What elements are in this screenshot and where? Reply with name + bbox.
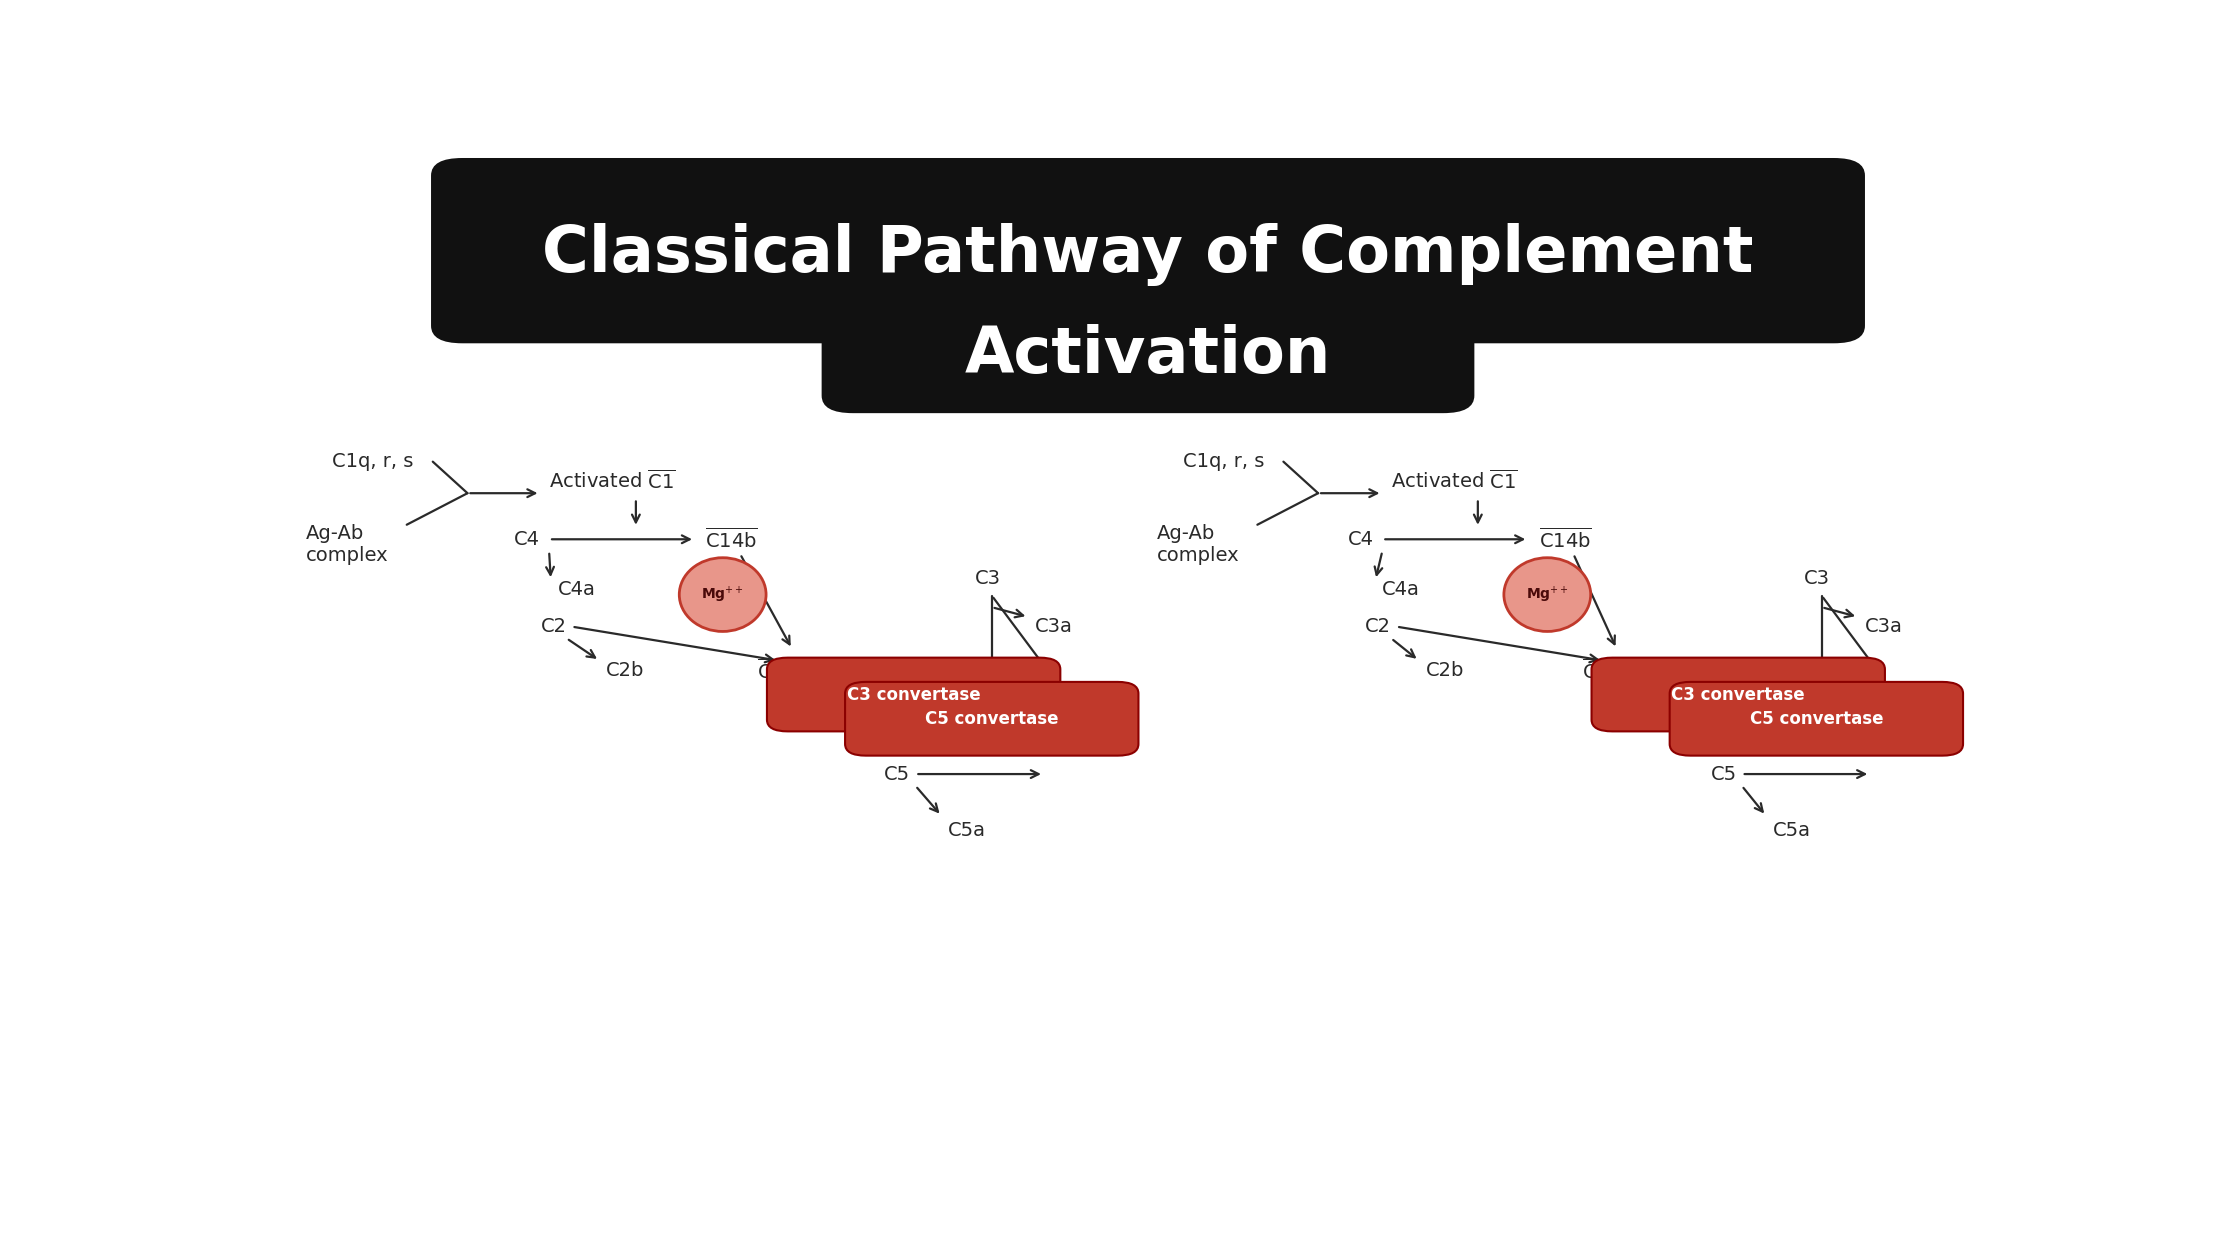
FancyBboxPatch shape (844, 682, 1138, 756)
Text: C4a: C4a (558, 581, 596, 600)
Text: C3: C3 (1803, 568, 1830, 587)
Text: C4: C4 (1348, 529, 1373, 549)
Text: C5: C5 (885, 765, 909, 784)
Text: C4a: C4a (1382, 581, 1420, 600)
Text: $\overline{\rm C14b2a3b}$: $\overline{\rm C14b2a3b}$ (956, 682, 1060, 707)
Text: C4: C4 (515, 529, 540, 549)
Text: C2: C2 (540, 617, 567, 636)
Text: C2b: C2b (1425, 660, 1465, 679)
Ellipse shape (679, 558, 766, 631)
Text: C2b: C2b (607, 660, 645, 679)
Text: C3a: C3a (1866, 617, 1902, 636)
Text: C2: C2 (1364, 617, 1391, 636)
Text: Mg$^{++}$: Mg$^{++}$ (1525, 585, 1568, 605)
FancyBboxPatch shape (430, 158, 1866, 343)
Text: C3 convertase: C3 convertase (847, 685, 981, 703)
Text: C5 convertase: C5 convertase (925, 709, 1060, 728)
Text: Classical Pathway of Complement: Classical Pathway of Complement (542, 223, 1754, 286)
Text: C5: C5 (1711, 765, 1736, 784)
FancyBboxPatch shape (1669, 682, 1962, 756)
Text: Ag-Ab
complex: Ag-Ab complex (1156, 524, 1239, 564)
Text: C5 convertase: C5 convertase (1749, 709, 1884, 728)
Text: C5a: C5a (948, 820, 986, 840)
Text: Activation: Activation (965, 324, 1331, 386)
Text: C5a: C5a (1774, 820, 1810, 840)
Text: C3: C3 (974, 568, 1001, 587)
Text: C1q, r, s: C1q, r, s (332, 452, 414, 471)
Text: $\overline{\rm C14b2a}$: $\overline{\rm C14b2a}$ (1581, 658, 1660, 683)
Text: Activated $\overline{\rm C1}$: Activated $\overline{\rm C1}$ (549, 469, 676, 493)
Text: $\overline{\rm C14b}$: $\overline{\rm C14b}$ (1539, 527, 1590, 552)
Text: C1q, r, s: C1q, r, s (1183, 452, 1263, 471)
FancyBboxPatch shape (766, 658, 1060, 731)
Text: Ag-Ab
complex: Ag-Ab complex (307, 524, 390, 564)
Text: $\overline{\rm C14b2a3b}$: $\overline{\rm C14b2a3b}$ (1788, 682, 1888, 707)
Ellipse shape (1503, 558, 1590, 631)
Text: C3 convertase: C3 convertase (1671, 685, 1805, 703)
Text: Mg$^{++}$: Mg$^{++}$ (701, 585, 744, 605)
FancyBboxPatch shape (822, 281, 1474, 413)
Text: Activated $\overline{\rm C1}$: Activated $\overline{\rm C1}$ (1391, 469, 1519, 493)
Text: $\overline{\rm C14b}$: $\overline{\rm C14b}$ (706, 527, 757, 552)
FancyBboxPatch shape (1593, 658, 1884, 731)
Text: $\overline{\rm C14b2a}$: $\overline{\rm C14b2a}$ (757, 658, 836, 683)
Text: C3a: C3a (1035, 617, 1073, 636)
